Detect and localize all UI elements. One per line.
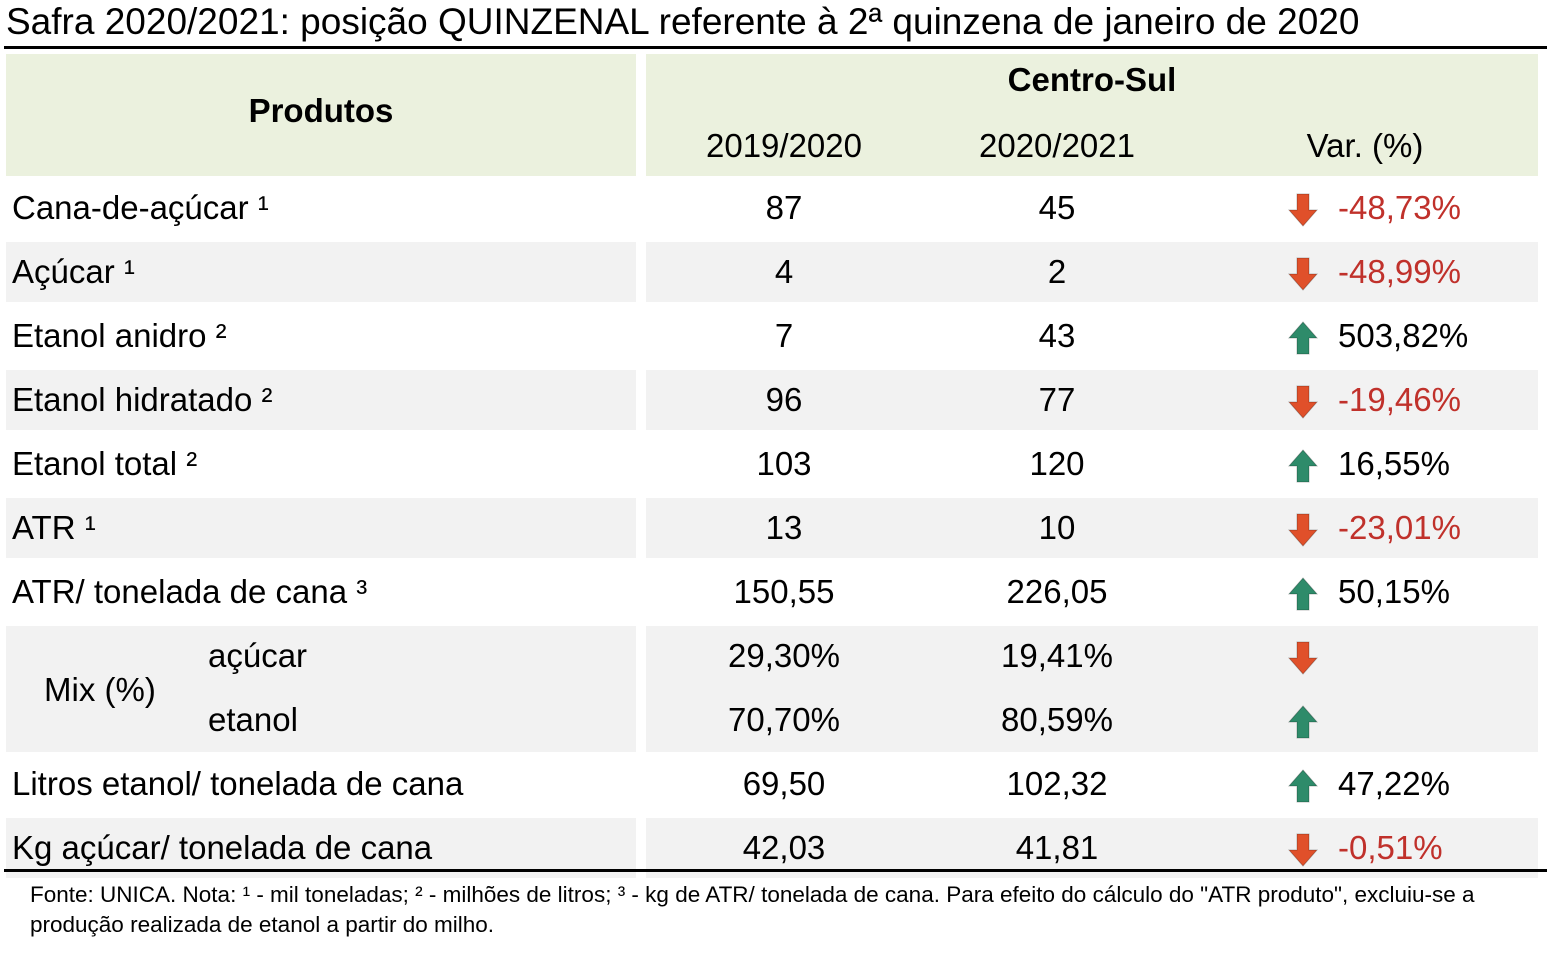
cell-2019-2020: 96 — [765, 381, 803, 418]
cell-variation: -19,46% — [1338, 381, 1461, 418]
cell-variation: 47,22% — [1338, 765, 1450, 802]
cell-variation: 503,82% — [1338, 317, 1469, 354]
row-label: Etanol hidratado ² — [12, 381, 273, 418]
footnote: Fonte: UNICA. Nota: ¹ - mil toneladas; ²… — [30, 882, 1475, 937]
cell-2019-2020: 103 — [756, 445, 812, 482]
cell-2020-2021: 43 — [1038, 317, 1076, 354]
header-region: Centro-Sul — [1007, 61, 1177, 98]
row-label: ATR/ tonelada de cana ³ — [12, 573, 368, 610]
arrow-down-icon — [1288, 641, 1318, 675]
cell-variation: 16,55% — [1338, 445, 1450, 482]
cell-2020-2021: 102,32 — [1006, 765, 1108, 802]
header-col-2019-2020: 2019/2020 — [706, 127, 862, 164]
cell-2019-2020: 4 — [774, 253, 794, 290]
cell-2020-2021: 77 — [1038, 381, 1076, 418]
cell-2020-2021: 10 — [1038, 509, 1076, 546]
row-label: Açúcar ¹ — [12, 253, 135, 290]
row-stripe — [646, 626, 1538, 752]
row-label: Kg açúcar/ tonelada de cana — [12, 829, 433, 866]
header-produtos: Produtos — [248, 92, 394, 129]
cell-2020-2021: 19,41% — [1001, 637, 1113, 674]
arrow-up-icon — [1288, 769, 1318, 803]
cell-2020-2021: 120 — [1029, 445, 1085, 482]
row-label: Etanol total ² — [12, 445, 198, 482]
header-produtos-bg — [6, 54, 636, 176]
cell-2020-2021: 41,81 — [1015, 829, 1099, 866]
cell-2020-2021: 45 — [1038, 189, 1076, 226]
row-stripe — [6, 370, 636, 430]
table-title: Safra 2020/2021: posição QUINZENAL refer… — [6, 1, 1360, 42]
cell-2020-2021: 226,05 — [1006, 573, 1108, 610]
cell-variation: -23,01% — [1338, 509, 1461, 546]
row-stripe — [6, 242, 636, 302]
bottom-rule — [4, 869, 1547, 872]
row-stripe — [646, 242, 1538, 302]
cell-2019-2020: 69,50 — [742, 765, 826, 802]
row-stripe — [646, 818, 1538, 878]
mix-label: Mix (%) — [44, 671, 156, 708]
row-stripe — [6, 818, 636, 878]
row-stripe — [646, 498, 1538, 558]
row-stripe — [646, 370, 1538, 430]
header-region-bg — [646, 54, 1538, 176]
arrow-up-icon — [1288, 577, 1318, 611]
cell-variation: 50,15% — [1338, 573, 1450, 610]
arrow-up-icon — [1288, 321, 1318, 355]
arrow-down-icon — [1288, 385, 1318, 419]
arrow-down-icon — [1288, 833, 1318, 867]
mix-sub-label: etanol — [208, 701, 298, 738]
row-stripe — [6, 626, 636, 752]
mix-sub-label: açúcar — [208, 637, 308, 674]
cell-2019-2020: 150,55 — [733, 573, 835, 610]
cell-variation: -48,73% — [1338, 189, 1461, 226]
cell-2020-2021: 80,59% — [1001, 701, 1113, 738]
cell-2019-2020: 29,30% — [728, 637, 840, 674]
cell-2019-2020: 7 — [774, 317, 794, 354]
row-label: Cana-de-açúcar ¹ — [12, 189, 269, 226]
row-label: Etanol anidro ² — [12, 317, 227, 354]
cell-variation: -48,99% — [1338, 253, 1461, 290]
top-rule — [4, 46, 1547, 49]
row-label: ATR ¹ — [12, 509, 96, 546]
arrow-up-icon — [1288, 705, 1318, 739]
arrow-down-icon — [1288, 257, 1318, 291]
cell-2019-2020: 13 — [765, 509, 803, 546]
cell-2019-2020: 70,70% — [728, 701, 840, 738]
arrow-up-icon — [1288, 449, 1318, 483]
header-col-2020-2021: 2020/2021 — [979, 127, 1135, 164]
cell-2019-2020: 42,03 — [742, 829, 826, 866]
cell-2020-2021: 2 — [1047, 253, 1067, 290]
row-label: Litros etanol/ tonelada de cana — [12, 765, 464, 802]
header-col-var: Var. (%) — [1306, 127, 1424, 164]
cell-variation: -0,51% — [1338, 829, 1443, 866]
arrow-down-icon — [1288, 513, 1318, 547]
cell-2019-2020: 87 — [765, 189, 803, 226]
arrow-down-icon — [1288, 193, 1318, 227]
row-stripe — [6, 498, 636, 558]
